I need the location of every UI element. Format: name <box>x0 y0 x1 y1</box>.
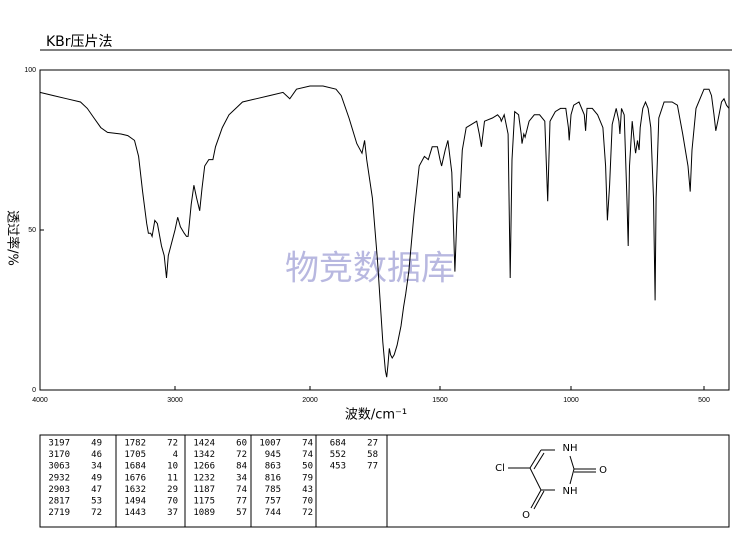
peak-transmittance: 4 <box>173 450 178 460</box>
x-axis-label: 波数/cm⁻¹ <box>345 408 407 423</box>
peak-wavenumber: 863 <box>265 462 281 472</box>
structure-bonds <box>508 449 596 510</box>
peak-wavenumber: 2903 <box>48 485 70 495</box>
peak-wavenumber: 1187 <box>193 485 215 495</box>
y-tick-label: 100 <box>24 67 36 74</box>
peak-transmittance: 50 <box>302 462 313 472</box>
peak-transmittance: 10 <box>167 462 178 472</box>
peak-transmittance: 34 <box>236 473 247 483</box>
peak-wavenumber: 785 <box>265 485 281 495</box>
structure-label: O <box>599 465 607 476</box>
peak-transmittance: 47 <box>91 485 102 495</box>
peak-transmittance: 72 <box>167 439 178 449</box>
peak-transmittance: 46 <box>91 450 102 460</box>
peak-transmittance: 72 <box>302 508 313 518</box>
peak-transmittance: 34 <box>91 462 102 472</box>
y-tick-label: 50 <box>28 227 36 234</box>
peak-wavenumber: 1424 <box>193 439 215 449</box>
structure-label: O <box>522 510 530 521</box>
x-tick-label: 4000 <box>32 397 48 404</box>
peak-transmittance: 74 <box>302 439 313 449</box>
peak-transmittance: 70 <box>302 497 313 507</box>
spectrum-line <box>39 85 730 378</box>
peak-transmittance: 49 <box>91 439 102 449</box>
plot-frame <box>39 69 730 391</box>
peak-transmittance: 27 <box>367 439 378 449</box>
peak-transmittance: 77 <box>236 497 247 507</box>
x-tick-label: 3000 <box>167 397 183 404</box>
peak-transmittance: 60 <box>236 439 247 449</box>
peak-transmittance: 72 <box>91 508 102 518</box>
peak-transmittance: 37 <box>167 508 178 518</box>
peak-wavenumber: 1705 <box>124 450 146 460</box>
x-tick-label: 500 <box>698 397 710 404</box>
peak-transmittance: 11 <box>167 473 178 483</box>
peak-transmittance: 74 <box>236 485 247 495</box>
peak-wavenumber: 1632 <box>124 485 146 495</box>
peak-wavenumber: 1232 <box>193 473 215 483</box>
peak-transmittance: 70 <box>167 497 178 507</box>
peak-wavenumber: 1494 <box>124 497 146 507</box>
peak-wavenumber: 2817 <box>48 497 70 507</box>
peak-transmittance: 84 <box>236 462 247 472</box>
peak-wavenumber: 1676 <box>124 473 146 483</box>
peak-transmittance: 43 <box>302 485 313 495</box>
peak-transmittance: 57 <box>236 508 247 518</box>
structure-label: NH <box>563 443 578 454</box>
peak-transmittance: 79 <box>302 473 313 483</box>
peak-transmittance: 58 <box>367 450 378 460</box>
peak-transmittance: 29 <box>167 485 178 495</box>
peak-wavenumber: 3170 <box>48 450 70 460</box>
peak-transmittance: 77 <box>367 462 378 472</box>
header-title: KBr压片法 <box>46 34 113 50</box>
x-tick-label: 2000 <box>302 397 318 404</box>
table-frame <box>39 434 730 528</box>
structure-label: NH <box>563 486 578 497</box>
x-tick-label: 1000 <box>563 397 579 404</box>
peak-wavenumber: 1175 <box>193 497 215 507</box>
peak-wavenumber: 945 <box>265 450 281 460</box>
peak-wavenumber: 1007 <box>259 439 281 449</box>
peak-wavenumber: 3197 <box>48 439 70 449</box>
peak-wavenumber: 1782 <box>124 439 146 449</box>
peak-wavenumber: 757 <box>265 497 281 507</box>
peak-transmittance: 72 <box>236 450 247 460</box>
peak-wavenumber: 2932 <box>48 473 70 483</box>
peak-wavenumber: 816 <box>265 473 281 483</box>
peak-wavenumber: 1266 <box>193 462 215 472</box>
peak-wavenumber: 552 <box>330 450 346 460</box>
watermark: 物竞数据库 <box>285 249 455 289</box>
peak-wavenumber: 453 <box>330 462 346 472</box>
peak-wavenumber: 1089 <box>193 508 215 518</box>
peak-wavenumber: 1443 <box>124 508 146 518</box>
peak-transmittance: 53 <box>91 497 102 507</box>
peak-wavenumber: 2719 <box>48 508 70 518</box>
peak-wavenumber: 1342 <box>193 450 215 460</box>
structure-label: Cl <box>495 463 505 474</box>
peak-transmittance: 74 <box>302 450 313 460</box>
peak-wavenumber: 684 <box>330 439 346 449</box>
x-tick-label: 1500 <box>432 397 448 404</box>
peak-wavenumber: 744 <box>265 508 281 518</box>
peak-wavenumber: 1684 <box>124 462 146 472</box>
y-axis-label: 透过率/% <box>5 210 21 266</box>
peak-wavenumber: 3063 <box>48 462 70 472</box>
peak-transmittance: 49 <box>91 473 102 483</box>
y-tick-label: 0 <box>32 387 36 394</box>
